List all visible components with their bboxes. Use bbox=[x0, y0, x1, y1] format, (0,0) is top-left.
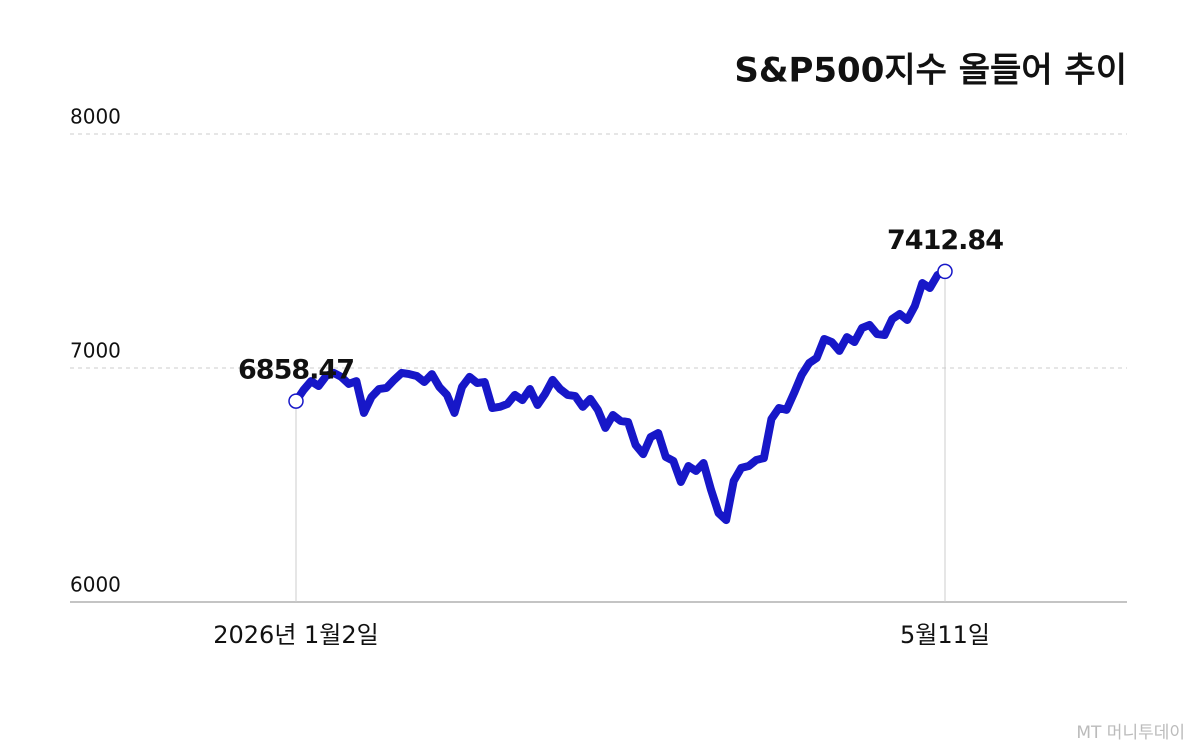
chart-title: S&P500지수 올들어 추이 bbox=[734, 51, 1127, 91]
y-tick-label: 7000 bbox=[70, 339, 121, 363]
y-tick-label: 6000 bbox=[70, 573, 121, 597]
data-label: 6858.47 bbox=[238, 355, 354, 386]
x-tick-label: 2026년 1월2일 bbox=[213, 621, 379, 649]
end-point bbox=[288, 393, 304, 409]
x-tick-label: 5월11일 bbox=[900, 621, 990, 649]
line bbox=[292, 267, 949, 525]
data-label: 7412.84 bbox=[887, 225, 1003, 256]
y-tick-label: 8000 bbox=[70, 105, 121, 129]
watermark: MT 머니투데이 bbox=[1076, 723, 1185, 743]
end-point bbox=[937, 263, 953, 280]
